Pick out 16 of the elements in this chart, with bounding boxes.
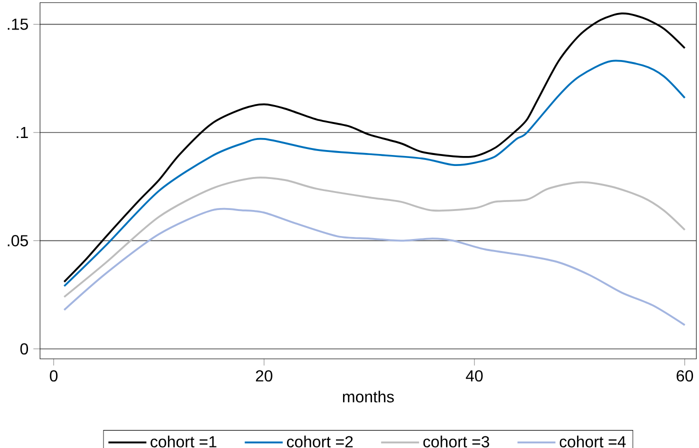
legend-label: cohort =4 xyxy=(560,436,626,448)
legend-label: cohort =3 xyxy=(423,436,490,448)
x-tick-label: 40 xyxy=(466,370,483,382)
line-series xyxy=(63,60,686,287)
x-tick-label: 20 xyxy=(256,370,272,382)
legend-label: cohort =2 xyxy=(286,436,353,448)
x-axis-title: months xyxy=(343,390,394,402)
y-tick-label: .1 xyxy=(16,126,28,138)
line-series xyxy=(63,12,686,283)
line-series xyxy=(63,176,686,298)
y-tick-label: .05 xyxy=(8,234,28,246)
legend-label: cohort =1 xyxy=(150,436,216,448)
x-tick-label: 60 xyxy=(676,370,694,382)
y-tick-label: .15 xyxy=(8,18,28,30)
x-tick-label: 0 xyxy=(50,370,58,382)
y-tick-label: 0 xyxy=(20,343,28,354)
